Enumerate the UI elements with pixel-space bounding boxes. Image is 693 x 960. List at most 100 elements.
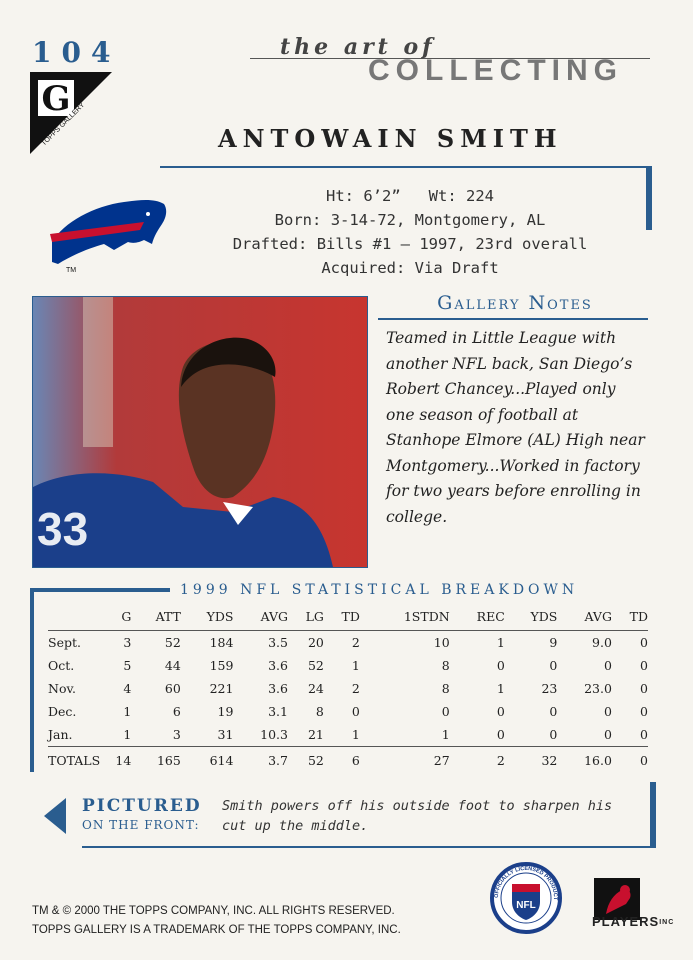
stats-row-label: Jan. [48,727,73,742]
stats-cell: 10.3 [260,727,288,742]
bio-block: Ht: 6’2” Wt: 224 Born: 3-14-72, Montgome… [200,184,620,280]
player-photo-image: 33 [33,297,367,567]
stats-cell: 5 [123,658,132,673]
stats-cell: 60 [164,681,181,696]
stats-cell: 0 [351,704,360,719]
pictured-caption: Smith powers off his outside foot to sha… [222,798,613,834]
stats-header: YDS [180,605,234,631]
stats-cell: 1 [496,635,505,650]
weight-label: Wt: [428,187,457,205]
stats-bar [30,588,170,592]
team-logo-tm: TM [66,267,76,274]
stats-cell: 0 [496,727,505,742]
svg-text:G: G [41,79,70,119]
stats-cell: 159 [209,658,234,673]
stats-header: G [100,605,132,631]
stats-row: Sept. 3 52 184 3.5 20 2 10 1 9 9.0 0 [48,631,648,655]
bio-row-drafted: Drafted: Bills #1 – 1997, 23rd overall [200,232,620,256]
stats-bar-vertical [30,588,34,772]
bio-row-acquired: Acquired: Via Draft [200,256,620,280]
bio-row-born: Born: 3-14-72, Montgomery, AL [200,208,620,232]
stats-cell: 1 [351,658,360,673]
stats-title: 1999 NFL STATISTICAL BREAKDOWN [180,582,579,598]
stats-cell: 0 [640,681,648,696]
left-arrow-icon [44,798,66,834]
born-value: 3-14-72, Montgomery, AL [330,211,546,229]
stats-cell: 1 [123,727,132,742]
players-inc-text: PLAYERSINC [592,914,674,929]
stats-header: ATT [131,605,181,631]
legal-line1: TM & © 2000 THE TOPPS COMPANY, INC. ALL … [32,905,395,917]
player-photo: 33 [32,296,368,568]
legal-line2: TOPPS GALLERY IS A TRADEMARK OF THE TOPP… [32,924,401,936]
stats-cell: 8 [441,681,450,696]
stats-cell: 0 [549,658,558,673]
stats-cell: 0 [640,635,648,650]
stats-cell: 0 [496,704,505,719]
svg-text:33: 33 [37,503,88,555]
stats-cell: 52 [307,658,324,673]
stats-cell: 52 [164,635,181,650]
stats-header: REC [449,605,505,631]
player-name: Antowain Smith [218,124,563,153]
stats-cell: 0 [640,658,648,673]
stats-cell: 1 [123,704,132,719]
stats-header: TD [611,605,648,631]
stats-row: Dec. 1 6 19 3.1 8 0 0 0 0 0 0 [48,700,648,723]
stats-cell: 0 [496,658,505,673]
stats-cell: 23.0 [584,681,612,696]
stats-cell: 27 [359,746,450,772]
stats-header: LG [288,605,324,631]
name-rule-vertical [646,166,652,230]
stats-cell: 31 [217,727,234,742]
players-inc-logo-icon [594,878,640,920]
series-title: the art of COLLECTING [250,34,650,94]
stats-cell: 0 [640,727,648,742]
series-line1: the art of [280,34,436,60]
stats-header-row: G ATT YDS AVG LG TD 1STDN REC YDS AVG TD [48,605,648,631]
stats-row: Nov. 4 60 221 3.6 24 2 8 1 23 23.0 0 [48,677,648,700]
stats-cell: 14 [100,746,132,772]
stats-row-label: Oct. [48,658,75,673]
stats-cell: 3.6 [268,658,288,673]
pictured-rule [82,846,654,848]
stats-cell: 3.5 [268,635,288,650]
stats-cell: 4 [123,681,132,696]
pictured-rule-vertical [650,782,656,848]
stats-cell: 0 [603,658,612,673]
stats-cell: 184 [209,635,234,650]
gallery-notes-title: Gallery Notes [437,292,593,314]
card-number: 104 [32,36,121,69]
stats-cell: 0 [611,746,648,772]
stats-cell: 3.1 [268,704,288,719]
stats-cell: 20 [307,635,324,650]
series-rule [250,58,650,59]
stats-cell: 221 [209,681,234,696]
born-label: Born: [274,211,322,229]
nfl-licensed-logo-icon: NFL OFFICIALLY LICENSED PRODUCT [490,862,562,934]
stats-cell: 3.6 [268,681,288,696]
stats-cell: 0 [603,704,612,719]
stats-row-label: Nov. [48,681,77,696]
stats-cell: 0 [603,727,612,742]
stats-cell: 19 [217,704,234,719]
stats-cell: 8 [441,658,450,673]
stats-cell: 32 [504,746,558,772]
drafted-value: Bills #1 – 1997, 23rd overall [316,235,588,253]
acquired-value: Via Draft [414,259,499,277]
players-inc: INC [659,919,675,927]
series-line2: COLLECTING [368,54,623,87]
stats-header [48,605,101,631]
stats-cell: 1 [441,727,450,742]
stats-header: YDS [504,605,558,631]
stats-header: TD [323,605,360,631]
stats-cell: 2 [449,746,505,772]
pictured-sublabel: ON THE FRONT: [82,818,200,832]
stats-cell: 24 [307,681,324,696]
acquired-label: Acquired: [321,259,406,277]
pictured-label: PICTURED [82,796,202,816]
stats-row-label: Dec. [48,704,77,719]
stats-cell: 3 [123,635,132,650]
stats-cell: 6 [172,704,181,719]
stats-cell: 9 [549,635,558,650]
